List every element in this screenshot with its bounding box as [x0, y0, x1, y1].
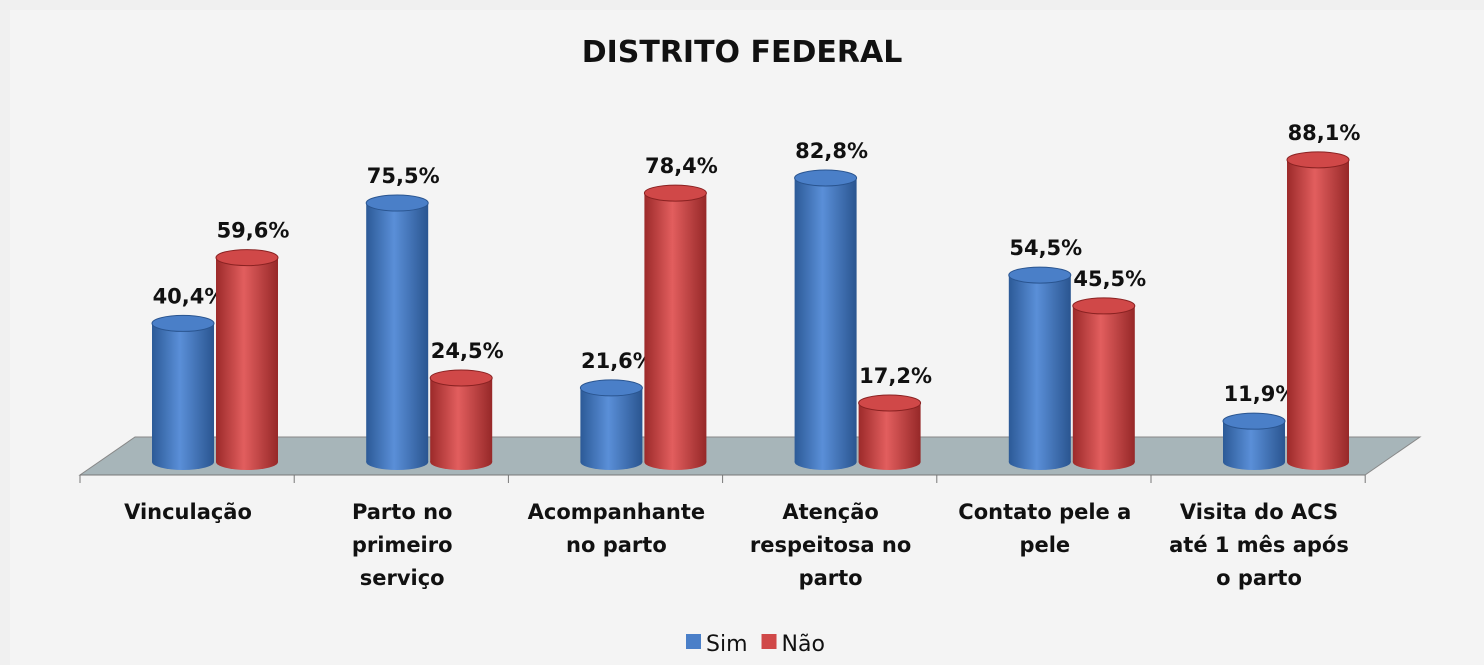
- bar: [1072, 297, 1136, 470]
- value-label: 45,5%: [1073, 267, 1146, 291]
- x-tick-label: Parto no primeiro serviço: [352, 500, 453, 590]
- bar: [1222, 412, 1286, 470]
- bar-top: [858, 394, 922, 412]
- bar: [215, 249, 279, 470]
- bar: [1008, 266, 1072, 470]
- bar: [794, 169, 858, 470]
- bar-top: [429, 369, 493, 387]
- bar: [151, 314, 215, 470]
- bar-top: [151, 314, 215, 332]
- bar-body: [1008, 275, 1071, 462]
- bar-body: [580, 387, 643, 462]
- value-label: 40,4%: [153, 284, 226, 308]
- bar: [1286, 151, 1350, 470]
- bar: [429, 369, 493, 470]
- value-label: 17,2%: [859, 364, 932, 388]
- bar: [579, 379, 643, 470]
- floor: [78, 436, 1422, 476]
- legend-label: Sim: [706, 632, 748, 657]
- bar: [858, 394, 922, 470]
- value-label: 11,9%: [1224, 382, 1297, 406]
- bar-body: [794, 177, 857, 462]
- value-label: 21,6%: [581, 349, 654, 373]
- value-label: 24,5%: [431, 339, 504, 363]
- x-tick-label: Contato pele a pele: [958, 500, 1131, 557]
- bar-top: [1008, 266, 1072, 284]
- bar-body: [152, 323, 214, 462]
- x-tick-label: Atenção respeitosa no parto: [750, 500, 911, 590]
- bar-body: [858, 403, 921, 462]
- chart-title: DISTRITO FEDERAL: [582, 35, 903, 70]
- x-tick-label: Acompanhante no parto: [528, 500, 706, 557]
- bar-top: [1222, 412, 1286, 430]
- bar-body: [1287, 159, 1349, 462]
- bar-top: [579, 379, 643, 397]
- bar-top: [215, 249, 279, 267]
- bar-top: [794, 169, 858, 187]
- value-label: 54,5%: [1009, 236, 1082, 260]
- legend-label: Não: [782, 632, 825, 657]
- value-label: 78,4%: [645, 154, 718, 178]
- bar-body: [216, 257, 278, 462]
- bar: [643, 184, 707, 470]
- x-tick-label: Visita do ACS até 1 mês após o parto: [1169, 500, 1349, 590]
- bar-body: [1072, 305, 1135, 462]
- value-label: 59,6%: [217, 219, 290, 243]
- legend-swatch: [686, 634, 701, 649]
- value-label: 88,1%: [1288, 121, 1361, 145]
- value-label: 75,5%: [367, 164, 440, 188]
- bar-body: [366, 203, 429, 462]
- bar-top: [1286, 151, 1350, 169]
- bar-top: [1072, 297, 1136, 315]
- bar-body: [644, 193, 707, 462]
- value-label: 82,8%: [795, 139, 868, 163]
- bar: [365, 194, 429, 470]
- bar-top: [365, 194, 429, 212]
- legend-swatch: [761, 634, 777, 649]
- bar-top: [643, 184, 707, 202]
- bar-body: [430, 377, 493, 462]
- x-tick-label: Vinculação: [124, 500, 252, 524]
